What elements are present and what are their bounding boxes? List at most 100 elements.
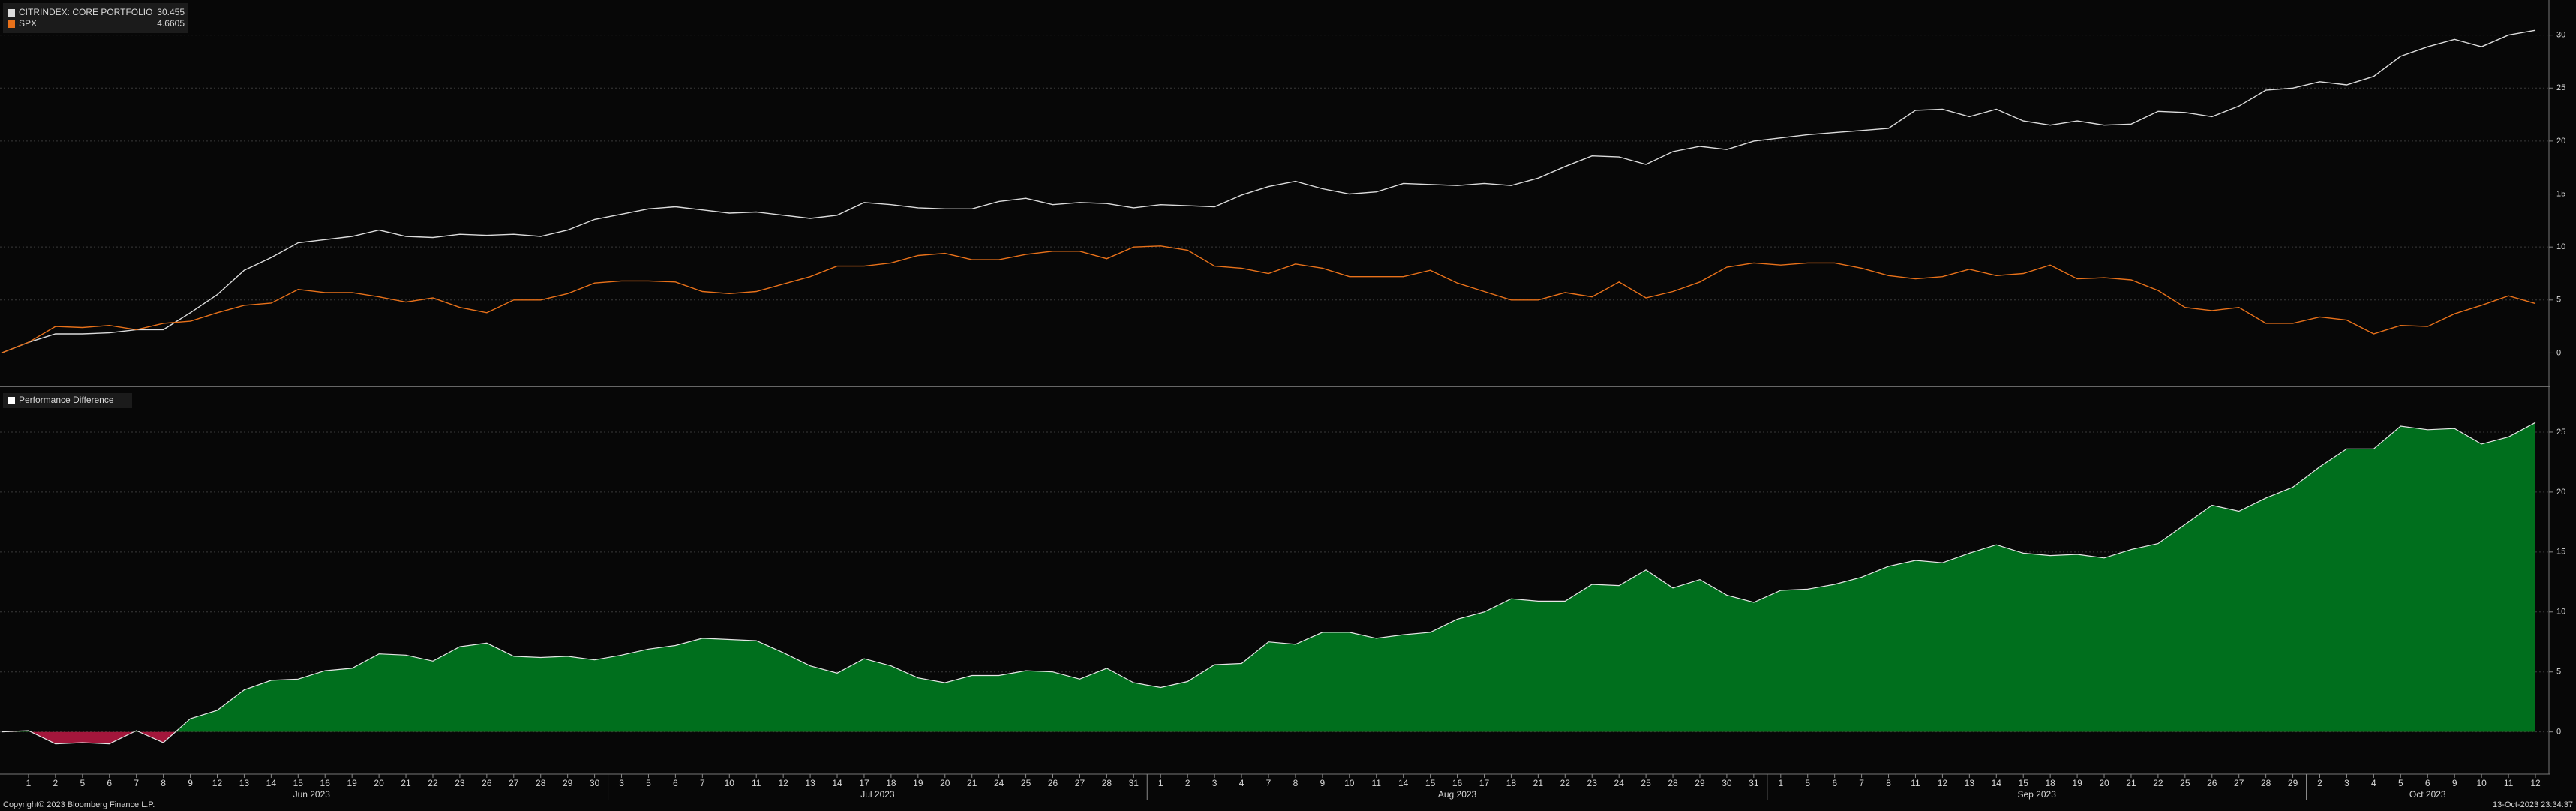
x-tick-label: 6 (2425, 778, 2430, 788)
x-tick-label: 15 (1425, 778, 1436, 788)
x-tick-label: 28 (2261, 778, 2271, 788)
x-tick-label: 21 (2126, 778, 2136, 788)
x-tick-label: 29 (1695, 778, 1705, 788)
x-tick-label: 7 (1266, 778, 1271, 788)
x-tick-label: 3 (2344, 778, 2349, 788)
x-tick-label: 15 (2019, 778, 2029, 788)
x-tick-label: 20 (2099, 778, 2109, 788)
legend-value: 30.455 (157, 7, 185, 17)
x-tick-label: 31 (1129, 778, 1139, 788)
y-tick-label: 15 (2556, 548, 2565, 557)
x-tick-label: 16 (1452, 778, 1463, 788)
x-tick-label: 1 (1778, 778, 1783, 788)
x-tick-label: 11 (752, 778, 761, 788)
month-label: Jun 2023 (293, 789, 331, 800)
x-tick-label: 29 (2288, 778, 2298, 788)
x-tick-label: 6 (107, 778, 112, 788)
x-tick-label: 26 (1048, 778, 1058, 788)
area-positive (2, 422, 2535, 732)
x-tick-label: 30 (1722, 778, 1732, 788)
x-tick-label: 11 (2504, 778, 2514, 788)
x-tick-label: 2 (2317, 778, 2322, 788)
x-tick-label: 8 (161, 778, 166, 788)
y-tick-label: 15 (2556, 189, 2565, 198)
x-tick-label: 7 (700, 778, 705, 788)
month-label: Oct 2023 (2409, 789, 2446, 800)
legend-label: Performance Difference (19, 395, 114, 405)
x-tick-label: 22 (1560, 778, 1571, 788)
x-tick-label: 22 (428, 778, 438, 788)
x-tick-label: 14 (1398, 778, 1409, 788)
x-tick-label: 27 (2234, 778, 2244, 788)
x-tick-label: 8 (1886, 778, 1891, 788)
x-tick-label: 7 (134, 778, 139, 788)
x-tick-label: 21 (1533, 778, 1544, 788)
x-tick-label: 9 (1320, 778, 1326, 788)
month-label: Jul 2023 (860, 789, 895, 800)
line-series (1, 245, 2536, 354)
x-tick-label: 27 (509, 778, 519, 788)
x-tick-label: 3 (619, 778, 624, 788)
month-label: Sep 2023 (2017, 789, 2056, 800)
legend-swatch (8, 9, 15, 17)
x-tick-label: 26 (482, 778, 492, 788)
x-tick-label: 18 (1506, 778, 1517, 788)
x-tick-label: 18 (886, 778, 896, 788)
x-tick-label: 10 (1344, 778, 1355, 788)
x-tick-label: 2 (1185, 778, 1190, 788)
x-tick-label: 19 (913, 778, 923, 788)
legend-value: 4.6605 (157, 18, 185, 29)
line-series (1, 29, 2536, 354)
x-tick-label: 21 (967, 778, 977, 788)
x-tick-label: 4 (1239, 778, 1244, 788)
y-tick-label: 20 (2556, 488, 2565, 497)
x-tick-label: 28 (1102, 778, 1112, 788)
x-tick-label: 20 (374, 778, 384, 788)
y-tick-label: 5 (2556, 668, 2561, 677)
x-tick-label: 19 (347, 778, 357, 788)
x-tick-label: 15 (293, 778, 304, 788)
x-tick-label: 24 (1614, 778, 1624, 788)
x-tick-label: 7 (1859, 778, 1864, 788)
x-tick-label: 24 (994, 778, 1004, 788)
x-tick-label: 9 (2452, 778, 2457, 788)
x-tick-label: 28 (536, 778, 546, 788)
x-tick-label: 11 (1911, 778, 1920, 788)
x-tick-label: 25 (2180, 778, 2190, 788)
x-tick-label: 25 (1641, 778, 1651, 788)
legend: CITRINDEX: CORE PORTFOLIO 30.455 SPX 4.6605 (3, 3, 188, 33)
x-tick-label: 16 (320, 778, 331, 788)
y-tick-label: 30 (2556, 31, 2565, 40)
x-tick-label: 29 (563, 778, 573, 788)
x-tick-label: 27 (1075, 778, 1085, 788)
x-tick-label: 6 (673, 778, 678, 788)
x-tick-label: 9 (188, 778, 193, 788)
x-tick-label: 12 (212, 778, 223, 788)
x-tick-label: 6 (1832, 778, 1837, 788)
x-tick-label: 14 (266, 778, 277, 788)
x-tick-label: 28 (1668, 778, 1678, 788)
x-tick-label: 4 (2371, 778, 2376, 788)
x-tick-label: 5 (2398, 778, 2403, 788)
x-tick-label: 12 (2530, 778, 2541, 788)
x-tick-label: 5 (1805, 778, 1810, 788)
x-tick-label: 5 (646, 778, 651, 788)
legend-box (3, 3, 188, 33)
x-tick-label: 13 (805, 778, 815, 788)
legend: Performance Difference (3, 393, 132, 408)
x-tick-label: 17 (859, 778, 869, 788)
x-tick-label: 31 (1749, 778, 1759, 788)
legend-box (3, 393, 132, 408)
x-tick-label: 10 (2476, 778, 2487, 788)
legend-swatch (8, 397, 15, 404)
legend-swatch (8, 20, 15, 28)
x-tick-label: 14 (1992, 778, 2002, 788)
y-tick-label: 0 (2556, 348, 2561, 357)
x-tick-label: 10 (725, 778, 735, 788)
x-tick-label: 5 (80, 778, 85, 788)
y-tick-label: 20 (2556, 137, 2565, 146)
y-tick-label: 0 (2556, 728, 2561, 737)
x-tick-label: 1 (1158, 778, 1163, 788)
x-tick-label: 13 (239, 778, 250, 788)
